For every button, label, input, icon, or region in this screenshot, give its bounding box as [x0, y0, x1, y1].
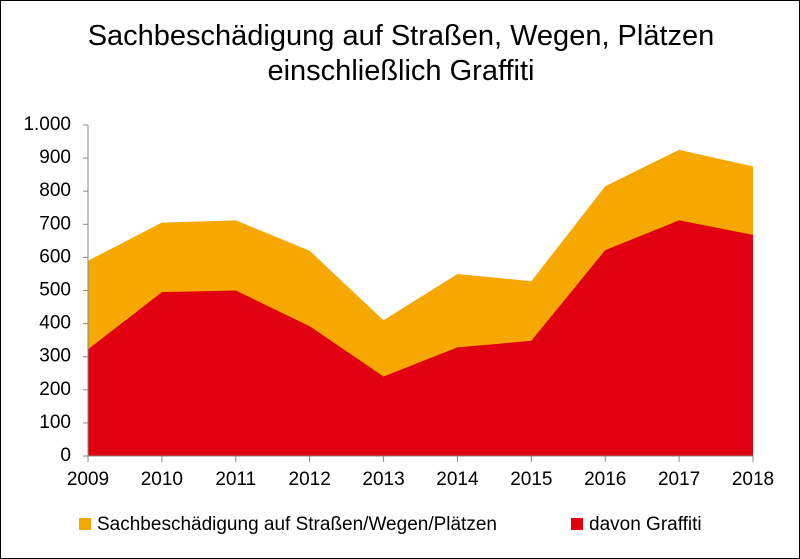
legend-label: Sachbeschädigung auf Straßen/Wegen/Plätz…: [97, 514, 497, 535]
x-tick-label: 2012: [289, 469, 331, 490]
legend-label: davon Graffiti: [589, 514, 702, 535]
x-tick-label: 2018: [732, 469, 774, 490]
y-tick-label: 500: [39, 280, 71, 301]
chart-title: Sachbeschädigung auf Straßen, Wegen, Plä…: [87, 20, 715, 87]
y-tick-label: 400: [39, 313, 71, 334]
x-tick-label: 2017: [658, 469, 700, 490]
y-tick-label: 100: [39, 412, 71, 433]
x-tick-label: 2013: [362, 469, 404, 490]
y-tick-label: 1.000: [23, 114, 71, 135]
legend-swatch: [571, 518, 583, 530]
x-tick-label: 2010: [141, 469, 183, 490]
y-tick-label: 900: [39, 147, 71, 168]
legend-swatch: [79, 518, 91, 530]
x-tick-label: 2011: [215, 469, 256, 490]
x-tick-label: 2009: [67, 469, 109, 490]
area: [88, 220, 753, 456]
y-tick-label: 800: [39, 180, 71, 201]
y-tick-label: 200: [39, 379, 71, 400]
x-tick-label: 2016: [584, 469, 626, 490]
x-tick-label: 2015: [510, 469, 552, 490]
y-tick-label: 0: [60, 445, 71, 466]
y-tick-label: 700: [39, 213, 71, 234]
x-tick-label: 2014: [436, 469, 479, 490]
y-tick-label: 300: [39, 346, 71, 367]
y-tick-label: 600: [39, 246, 71, 267]
